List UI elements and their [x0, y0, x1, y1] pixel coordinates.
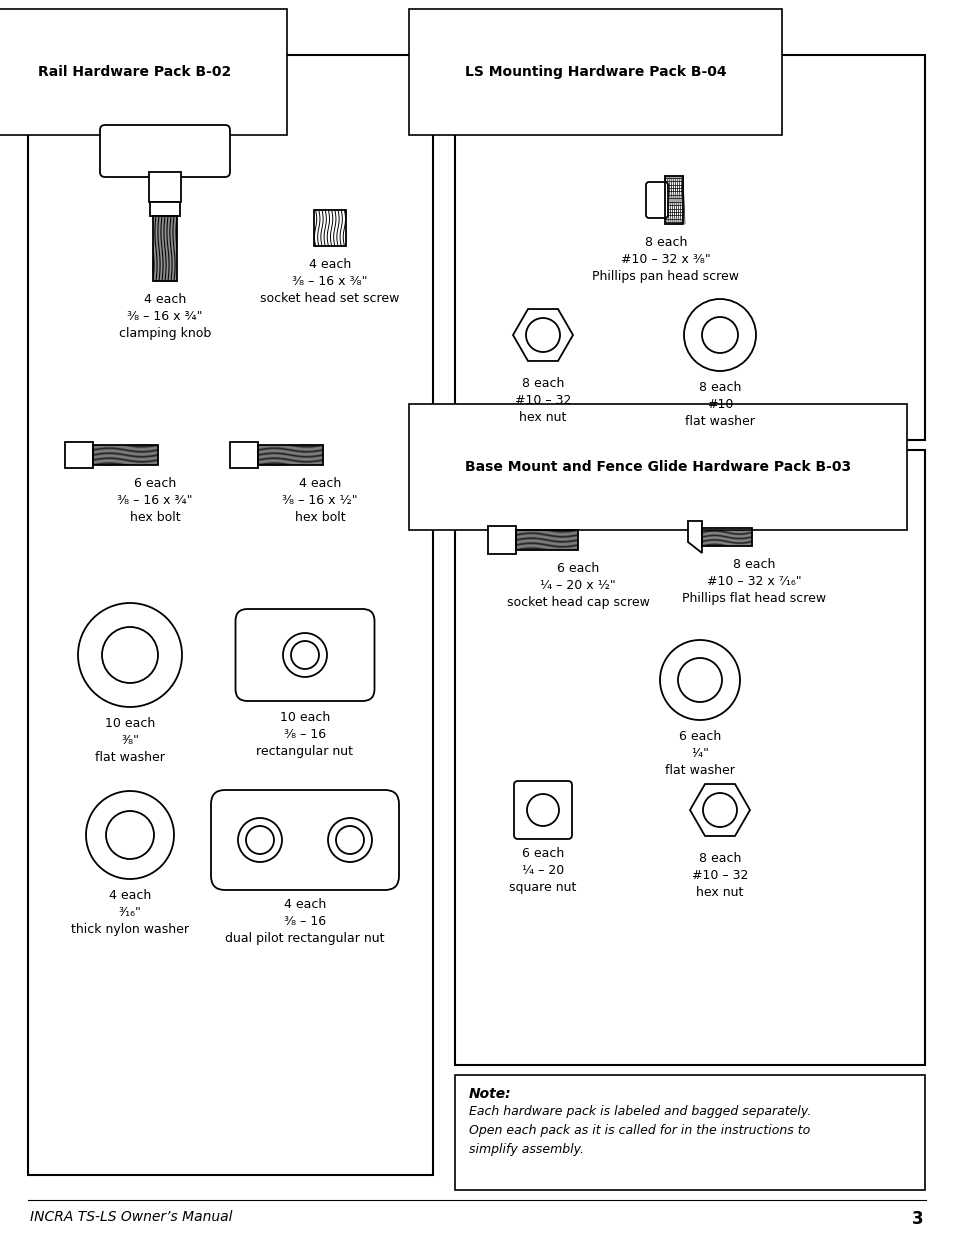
Text: 6 each
¹⁄₄ – 20 x ½"
socket head cap screw: 6 each ¹⁄₄ – 20 x ½" socket head cap scr…	[506, 562, 649, 609]
Circle shape	[237, 818, 282, 862]
Text: 4 each
³⁄₈ – 16
dual pilot rectangular nut: 4 each ³⁄₈ – 16 dual pilot rectangular n…	[225, 898, 384, 945]
Circle shape	[246, 826, 274, 853]
Bar	[455, 56, 924, 440]
Circle shape	[86, 790, 173, 879]
Bar	[230, 442, 257, 468]
Text: 8 each
#10 – 32
hex nut: 8 each #10 – 32 hex nut	[691, 852, 747, 899]
Text: 8 each
#10 – 32 x ⁷⁄₁₆"
Phillips flat head screw: 8 each #10 – 32 x ⁷⁄₁₆" Phillips flat he…	[681, 558, 825, 605]
FancyBboxPatch shape	[211, 790, 398, 890]
Bar	[152, 216, 177, 282]
Circle shape	[106, 811, 153, 860]
Polygon shape	[513, 309, 573, 361]
Polygon shape	[687, 521, 701, 553]
Circle shape	[335, 826, 364, 853]
Text: Rail Hardware Pack B-02: Rail Hardware Pack B-02	[38, 65, 231, 79]
Circle shape	[291, 641, 318, 669]
Circle shape	[701, 317, 738, 353]
Circle shape	[525, 317, 559, 352]
FancyBboxPatch shape	[100, 125, 230, 177]
Bar	[92, 445, 158, 466]
Text: 6 each
¹⁄₄ – 20
square nut: 6 each ¹⁄₄ – 20 square nut	[509, 847, 576, 894]
Text: Each hardware pack is labeled and bagged separately.
Open each pack as it is cal: Each hardware pack is labeled and bagged…	[469, 1105, 810, 1156]
Bar	[28, 56, 433, 1174]
Text: 4 each
³⁄₁₆"
thick nylon washer: 4 each ³⁄₁₆" thick nylon washer	[71, 889, 189, 936]
Bar	[455, 450, 924, 1065]
Bar	[455, 1074, 924, 1191]
Bar	[314, 210, 346, 246]
Circle shape	[283, 634, 327, 677]
Text: 6 each
¹⁄₄"
flat washer: 6 each ¹⁄₄" flat washer	[664, 730, 734, 777]
Circle shape	[526, 794, 558, 826]
Polygon shape	[689, 784, 749, 836]
Text: INCRA TS-LS Owner’s Manual: INCRA TS-LS Owner’s Manual	[30, 1210, 233, 1224]
Bar	[488, 526, 516, 555]
Bar	[664, 177, 682, 224]
Circle shape	[78, 603, 182, 706]
Text: 10 each
³⁄₈"
flat washer: 10 each ³⁄₈" flat washer	[95, 718, 165, 764]
FancyBboxPatch shape	[645, 182, 667, 219]
Circle shape	[683, 299, 755, 370]
Text: Note:: Note:	[469, 1087, 511, 1100]
Text: 8 each
#10
flat washer: 8 each #10 flat washer	[684, 382, 754, 429]
Text: 10 each
³⁄₈ – 16
rectangular nut: 10 each ³⁄₈ – 16 rectangular nut	[256, 711, 354, 758]
FancyBboxPatch shape	[514, 781, 572, 839]
Bar	[150, 203, 180, 216]
Text: Base Mount and Fence Glide Hardware Pack B-03: Base Mount and Fence Glide Hardware Pack…	[464, 459, 850, 474]
Text: 4 each
³⁄₈ – 16 x ³⁄₈"
socket head set screw: 4 each ³⁄₈ – 16 x ³⁄₈" socket head set s…	[260, 258, 399, 305]
Bar	[701, 529, 751, 546]
Text: 3: 3	[911, 1210, 923, 1228]
Circle shape	[678, 658, 721, 701]
Text: 8 each
#10 – 32
hex nut: 8 each #10 – 32 hex nut	[515, 377, 571, 424]
Text: LS Mounting Hardware Pack B-04: LS Mounting Hardware Pack B-04	[464, 65, 726, 79]
Bar	[257, 445, 323, 466]
Text: 4 each
³⁄₈ – 16 x ½"
hex bolt: 4 each ³⁄₈ – 16 x ½" hex bolt	[282, 477, 357, 524]
Text: 4 each
³⁄₈ – 16 x ¾"
clamping knob: 4 each ³⁄₈ – 16 x ¾" clamping knob	[119, 293, 211, 340]
Bar	[516, 530, 578, 550]
FancyBboxPatch shape	[235, 609, 375, 701]
Text: 6 each
³⁄₈ – 16 x ¾"
hex bolt: 6 each ³⁄₈ – 16 x ¾" hex bolt	[117, 477, 193, 524]
Circle shape	[702, 793, 737, 827]
Bar	[149, 172, 181, 203]
Text: 8 each
#10 – 32 x ³⁄₈"
Phillips pan head screw: 8 each #10 – 32 x ³⁄₈" Phillips pan head…	[592, 236, 739, 283]
Circle shape	[328, 818, 372, 862]
Bar	[65, 442, 92, 468]
Circle shape	[102, 627, 158, 683]
Circle shape	[659, 640, 740, 720]
